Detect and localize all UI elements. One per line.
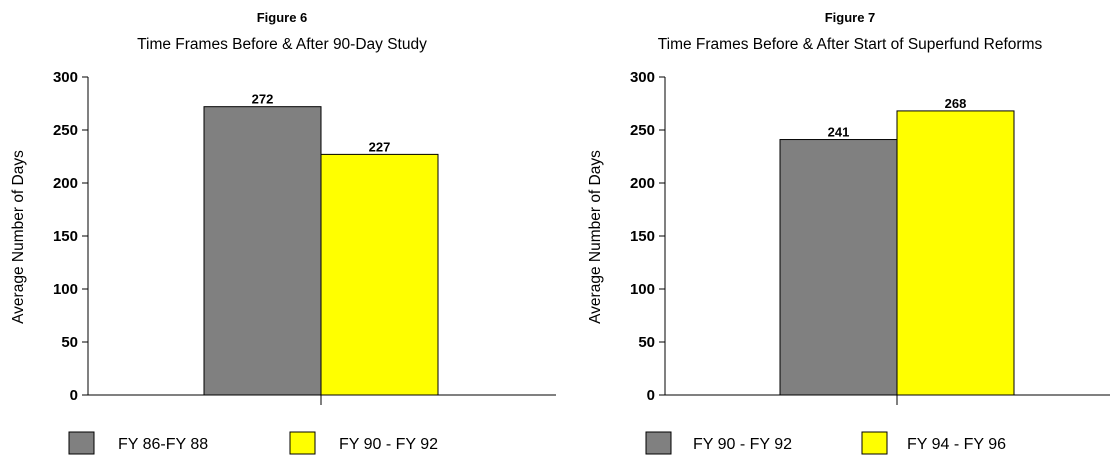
figure-7-legend-swatch-1 <box>645 431 672 455</box>
figure-7-title: Time Frames Before & After Start of Supe… <box>658 36 1043 53</box>
figure-7-y-axis-title: Average Number of Days <box>587 150 604 324</box>
figure-6-y-tick-label: 200 <box>53 175 78 192</box>
figure-6: Figure 6 Time Frames Before & After 90-D… <box>10 10 556 455</box>
figure-6-bar-1 <box>203 106 322 396</box>
figure-6-number: Figure 6 <box>257 10 308 25</box>
figure-6-data-label-2: 227 <box>369 139 391 154</box>
figure-7-legend-label-1: FY 90 - FY 92 <box>693 436 792 453</box>
figure-6-y-tick-label: 300 <box>53 69 78 86</box>
figure-7-legend-label-2: FY 94 - FY 96 <box>907 436 1006 453</box>
figure-7-y-tick-label: 0 <box>647 387 655 404</box>
figure-7-legend: FY 90 - FY 92 FY 94 - FY 96 <box>645 431 1006 455</box>
figure-6-y-axis-title: Average Number of Days <box>10 150 27 324</box>
figure-6-y-tick-label: 50 <box>61 334 78 351</box>
figure-7-y-tick-label: 150 <box>630 228 655 245</box>
figure-6-title: Time Frames Before & After 90-Day Study <box>137 36 427 53</box>
figure-7-y-tick-label: 300 <box>630 69 655 86</box>
figure-6-y-tick-label: 250 <box>53 122 78 139</box>
figure-6-plot: 0 50 100 150 200 250 300 272 227 <box>53 69 556 405</box>
figure-7-number: Figure 7 <box>825 10 876 25</box>
figure-7-data-label-1: 241 <box>828 125 850 140</box>
figure-6-legend-label-1: FY 86-FY 88 <box>118 436 208 453</box>
figure-6-legend-label-2: FY 90 - FY 92 <box>339 436 438 453</box>
figure-7-y-tick-label: 50 <box>638 334 655 351</box>
figure-6-bar-2 <box>320 153 439 396</box>
figure-7-plot: 0 50 100 150 200 250 300 241 268 <box>630 69 1110 405</box>
figure-6-y-tick-label: 150 <box>53 228 78 245</box>
figure-7-y-tick-label: 250 <box>630 122 655 139</box>
figure-7-bar-1 <box>779 139 898 396</box>
figure-7-data-label-2: 268 <box>945 96 967 111</box>
figure-7-legend-swatch-2 <box>861 431 888 455</box>
figure-6-legend-swatch-2 <box>289 431 316 455</box>
figure-6-y-tick-label: 0 <box>70 387 78 404</box>
figure-6-data-label-1: 272 <box>252 92 274 107</box>
figure-7: Figure 7 Time Frames Before & After Star… <box>587 10 1110 455</box>
figure-7-bar-2 <box>896 110 1015 396</box>
figure-7-y-tick-label: 200 <box>630 175 655 192</box>
figure-7-y-tick-label: 100 <box>630 281 655 298</box>
figure-6-legend: FY 86-FY 88 FY 90 - FY 92 <box>68 431 438 455</box>
figure-6-y-tick-label: 100 <box>53 281 78 298</box>
figure-6-legend-swatch-1 <box>68 431 95 455</box>
